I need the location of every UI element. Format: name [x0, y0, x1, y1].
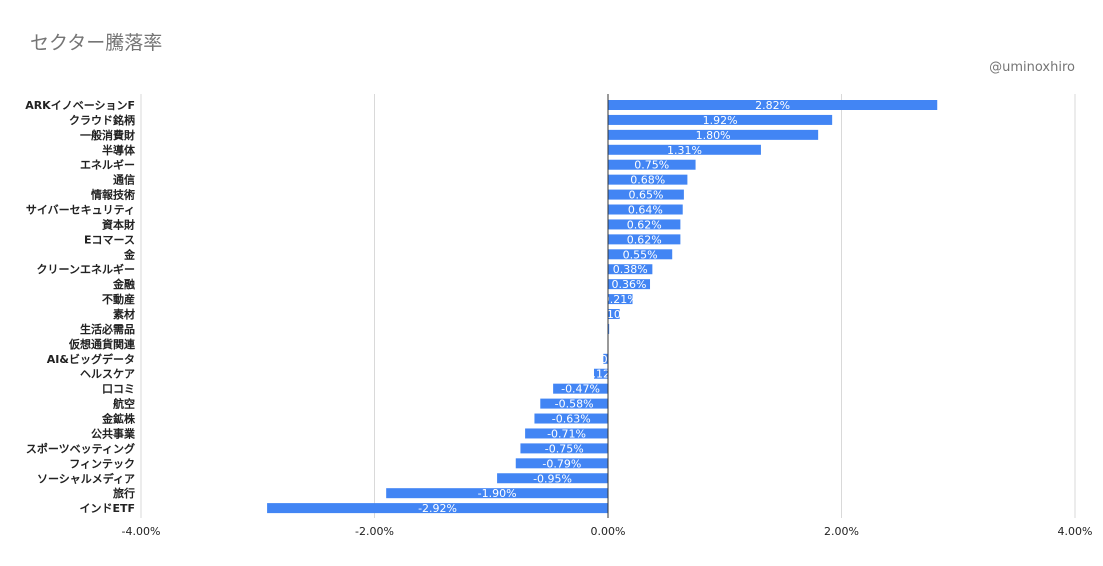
data-label: 1.31%: [667, 144, 702, 157]
category-label: サイバーセキュリティ: [26, 204, 135, 217]
category-label: 通信: [113, 173, 135, 187]
bar: [608, 114, 833, 125]
data-label: 0.38%: [613, 263, 648, 276]
bar: [267, 503, 608, 514]
x-tick-label: -2.00%: [355, 525, 394, 538]
category-label: AI&ビッグデータ: [47, 352, 135, 366]
category-label: 不動産: [102, 292, 135, 306]
category-label: 航空: [113, 397, 135, 411]
category-label: インドETF: [79, 502, 135, 515]
bar: [608, 204, 683, 215]
category-label: クラウド銘柄: [69, 113, 135, 127]
bar: [515, 458, 608, 469]
x-tick-label: -4.00%: [122, 525, 161, 538]
data-label: 0.36%: [612, 278, 647, 291]
bar: [608, 264, 653, 275]
category-label: Eコマース: [84, 233, 135, 246]
category-label: ARKイノベーションF: [25, 99, 135, 112]
bar: [497, 473, 608, 484]
bar: [608, 234, 681, 245]
bar: [608, 294, 633, 305]
x-tick-label: 4.00%: [1058, 525, 1093, 538]
data-label: -0.12%: [582, 368, 621, 381]
category-label: 素材: [113, 307, 135, 321]
data-label: 0.21%: [603, 293, 638, 306]
category-label: ヘルスケア: [80, 368, 135, 381]
data-label: -1.90%: [478, 487, 517, 500]
category-label: クリーンエネルギー: [37, 262, 135, 276]
data-label: 0.01%: [591, 323, 626, 336]
data-label: 0.68%: [630, 174, 665, 187]
data-label: 0.10%: [596, 308, 631, 321]
category-label: フィンテック: [69, 457, 135, 470]
x-tick-label: 0.00%: [591, 525, 626, 538]
category-label: 半導体: [102, 143, 136, 157]
category-label: ソーシャルメディア: [37, 471, 135, 485]
data-label: 0.64%: [628, 204, 663, 217]
data-label: 0.62%: [627, 218, 662, 231]
bar: [608, 100, 938, 110]
bar: [520, 443, 608, 454]
category-label: 金融: [112, 277, 135, 291]
bar: [608, 323, 610, 334]
category-label: 情報技術: [91, 188, 135, 202]
data-label: 0.75%: [634, 159, 669, 172]
data-label: -0.47%: [561, 383, 600, 396]
bar: [386, 488, 608, 499]
category-label: 一般消費財: [80, 128, 135, 142]
data-label: -0.58%: [555, 398, 594, 411]
data-label: -0.95%: [533, 472, 572, 485]
bar: [608, 129, 819, 140]
data-label: -0.04%: [586, 353, 625, 366]
bar: [603, 353, 608, 364]
bar: [608, 249, 673, 260]
category-label: スポーツベッティング: [26, 441, 135, 455]
category-label: 公共事業: [91, 426, 136, 440]
data-label: -0.71%: [547, 427, 586, 440]
data-label: 2.82%: [755, 99, 790, 112]
bar: [608, 219, 681, 230]
category-label: 資本財: [102, 217, 135, 231]
bar: [553, 383, 608, 394]
bar: [608, 189, 684, 200]
data-label: -0.63%: [552, 413, 591, 426]
bar: [593, 368, 608, 379]
category-label: 旅行: [113, 486, 135, 500]
bar: [534, 413, 608, 424]
data-label: 1.80%: [696, 129, 731, 142]
data-label: -2.92%: [418, 502, 457, 515]
data-label: 0.62%: [627, 233, 662, 246]
data-label: 1.92%: [703, 114, 738, 127]
bar: [525, 428, 608, 439]
category-label: 金: [123, 247, 136, 261]
data-label: -0.79%: [542, 457, 581, 470]
category-label: 金鉱株: [101, 412, 136, 426]
category-label: 仮想通貨関連: [68, 337, 136, 351]
bar: [608, 159, 696, 170]
x-tick-label: 2.00%: [824, 525, 859, 538]
category-label: 生活必需品: [80, 322, 135, 336]
category-label: エネルギー: [80, 158, 135, 172]
data-label: 0.65%: [628, 189, 663, 202]
bar: [608, 174, 688, 185]
chart-credit: @uminoxhiro: [989, 60, 1075, 75]
data-label: -0.75%: [545, 442, 584, 455]
bar: [608, 279, 651, 290]
bar: [540, 398, 608, 409]
chart-title: セクター騰落率: [30, 32, 163, 54]
bar: [608, 309, 620, 320]
data-label: 0.55%: [623, 248, 658, 261]
bar: [608, 144, 761, 155]
category-label: 口コミ: [102, 383, 135, 396]
